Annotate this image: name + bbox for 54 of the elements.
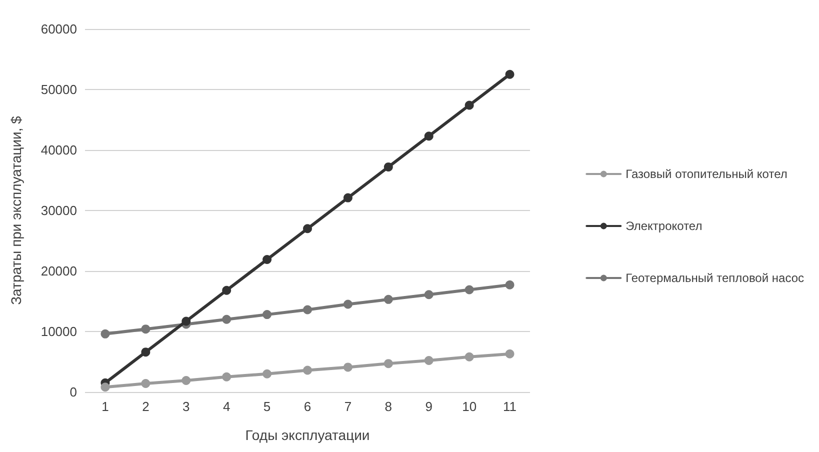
point — [384, 359, 393, 368]
point — [222, 286, 232, 295]
point — [424, 356, 434, 366]
x-tick-label: 2 — [142, 399, 150, 414]
point — [343, 362, 352, 372]
point — [343, 193, 352, 202]
x-tick-label: 1 — [102, 399, 109, 414]
x-axis-title: Годы эксплуатации — [245, 427, 370, 443]
point — [141, 324, 150, 334]
x-tick-label: 9 — [425, 399, 432, 414]
y-tick-label: 10000 — [40, 324, 77, 339]
point — [303, 305, 312, 314]
point — [182, 376, 191, 385]
point — [464, 352, 474, 362]
x-tick-label: 6 — [304, 399, 312, 414]
x-tick-label: 10 — [462, 399, 477, 414]
point — [464, 100, 474, 110]
point — [303, 224, 312, 234]
point — [424, 132, 434, 141]
point — [222, 372, 232, 382]
x-tick-label: 5 — [263, 399, 271, 414]
legend-label: Геотермальный тепловой насос — [626, 271, 804, 285]
point — [303, 366, 312, 375]
legend-label: Электрокотел — [626, 219, 702, 233]
point — [505, 70, 514, 79]
y-tick-label: 0 — [70, 384, 77, 400]
point — [141, 348, 150, 357]
point — [424, 290, 434, 300]
point — [384, 294, 393, 304]
x-tick-label: 3 — [182, 399, 190, 414]
point — [100, 329, 110, 338]
y-tick-label: 50000 — [40, 82, 77, 97]
y-tick-label: 20000 — [40, 264, 77, 278]
point — [464, 285, 474, 294]
x-tick-label: 7 — [344, 399, 352, 414]
point — [262, 369, 272, 378]
y-tick-label: 40000 — [40, 142, 77, 158]
x-tick-label: 8 — [384, 399, 392, 414]
point — [141, 379, 150, 388]
legend-label: Газовый отопительный котел — [626, 167, 788, 181]
y-axis-title: Затраты при эксплуатации, $ — [8, 116, 24, 305]
point — [384, 162, 393, 172]
y-tick-label: 60000 — [40, 22, 77, 36]
point — [262, 310, 272, 320]
x-tick-label: 4 — [222, 399, 230, 414]
point — [262, 255, 272, 264]
point — [505, 349, 514, 358]
x-tick-label: 11 — [503, 399, 517, 414]
point — [100, 382, 110, 392]
point — [182, 316, 191, 326]
point — [222, 314, 232, 324]
y-tick-label: 30000 — [40, 203, 77, 218]
point — [343, 300, 352, 309]
point — [505, 280, 514, 290]
